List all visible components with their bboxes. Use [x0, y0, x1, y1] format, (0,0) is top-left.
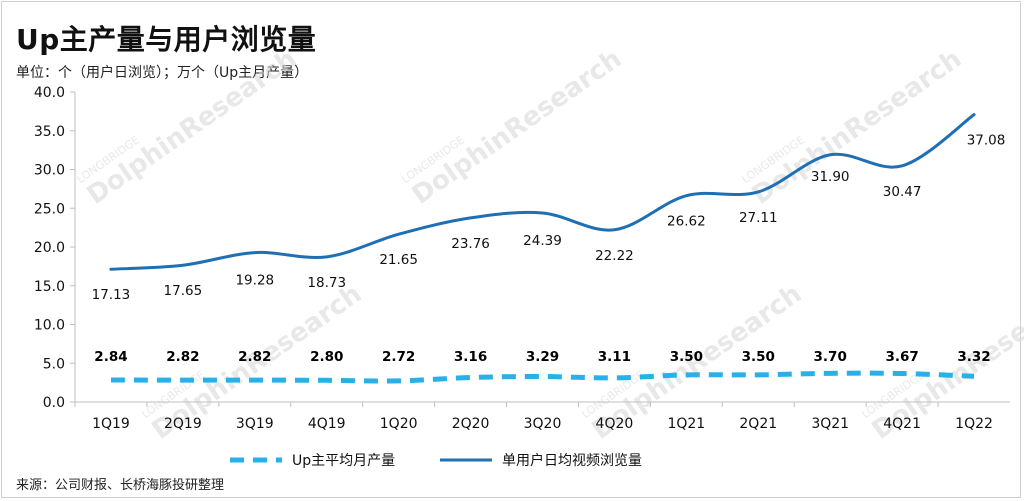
data-label-daily-views: 19.28: [235, 273, 274, 289]
series-line-up-output: [110, 370, 975, 384]
axes: 0.0 5.0 10.0 15.0 20.0 25.0 30.0 35.0 40.0 1Q19 2Q…: [34, 85, 1010, 432]
x-tick-label: 3Q19: [236, 416, 274, 432]
legend: Up主平均月产量 单用户日均视频浏览量: [230, 452, 642, 469]
x-tick-label: 1Q19: [92, 416, 130, 432]
data-label-daily-views: 37.08: [967, 133, 1006, 149]
data-label-daily-views: 17.13: [92, 287, 131, 303]
x-tick-label: 3Q20: [524, 416, 562, 432]
data-label-up-output: 3.67: [885, 349, 918, 365]
y-tick-label: 35.0: [34, 124, 65, 140]
data-label-up-output: 3.16: [454, 349, 487, 365]
watermark-main: DolphinResearch: [747, 44, 967, 211]
x-tick-label: 4Q19: [308, 416, 346, 432]
data-label-up-output: 3.29: [526, 349, 559, 365]
data-label-daily-views: 30.47: [883, 184, 922, 200]
data-label-up-output: 2.84: [94, 349, 127, 365]
data-label-up-output: 3.70: [814, 349, 847, 365]
data-label-up-output: 3.32: [957, 349, 990, 365]
legend-label-up-output: Up主平均月产量: [292, 453, 395, 469]
x-tick-label: 1Q20: [380, 416, 418, 432]
data-label-up-output: 3.50: [670, 349, 703, 365]
series-layer: [109, 113, 976, 384]
x-tick-label: 1Q22: [955, 416, 993, 432]
legend-label-daily-views: 单用户日均视频浏览量: [502, 452, 642, 469]
chart-source: 来源：公司财报、长桥海豚投研整理: [16, 478, 225, 493]
x-tick-label: 4Q20: [596, 416, 634, 432]
data-label-daily-views: 23.76: [451, 236, 490, 252]
x-tick-label: 1Q21: [667, 416, 705, 432]
x-tick-label: 2Q20: [452, 416, 490, 432]
data-label-up-output: 3.50: [742, 349, 775, 365]
y-tick-label: 10.0: [34, 318, 65, 334]
watermark-main: DolphinResearch: [82, 44, 302, 211]
y-tick-label: 20.0: [34, 240, 65, 256]
y-tick-label: 0.0: [43, 395, 65, 411]
series-line-daily-views: [109, 113, 976, 271]
data-labels: 2.84 2.82 2.82 2.80 2.72 3.16 3.29 3.11 3.50 3.50…: [92, 133, 1006, 365]
data-label-daily-views: 31.90: [811, 169, 850, 185]
data-label-up-output: 2.80: [310, 349, 343, 365]
data-label-up-output: 2.82: [166, 349, 199, 365]
data-label-daily-views: 27.11: [739, 210, 778, 226]
y-tick-label: 5.0: [43, 356, 65, 372]
data-label-daily-views: 17.65: [164, 283, 203, 299]
data-label-up-output: 2.72: [382, 349, 415, 365]
data-label-up-output: 3.11: [598, 349, 631, 365]
chart-title: Up主产量与用户浏览量: [16, 23, 317, 56]
x-tick-label: 3Q21: [811, 416, 849, 432]
x-tick-label: 2Q21: [739, 416, 777, 432]
y-tick-label: 30.0: [34, 163, 65, 179]
x-tick-label: 4Q21: [883, 416, 921, 432]
watermark-main: DolphinResearch: [407, 44, 627, 211]
x-tick-label: 2Q19: [164, 416, 202, 432]
y-tick-label: 25.0: [34, 201, 65, 217]
y-tick-label: 15.0: [34, 279, 65, 295]
data-label-daily-views: 18.73: [307, 275, 346, 291]
data-label-daily-views: 21.65: [379, 252, 418, 268]
chart-subtitle: 单位：个（用户日浏览）；万个（Up主月产量）: [16, 65, 309, 81]
data-label-up-output: 2.82: [238, 349, 271, 365]
y-tick-label: 40.0: [34, 85, 65, 101]
data-label-daily-views: 26.62: [667, 214, 706, 230]
data-label-daily-views: 22.22: [595, 248, 634, 264]
data-label-daily-views: 24.39: [523, 233, 562, 249]
